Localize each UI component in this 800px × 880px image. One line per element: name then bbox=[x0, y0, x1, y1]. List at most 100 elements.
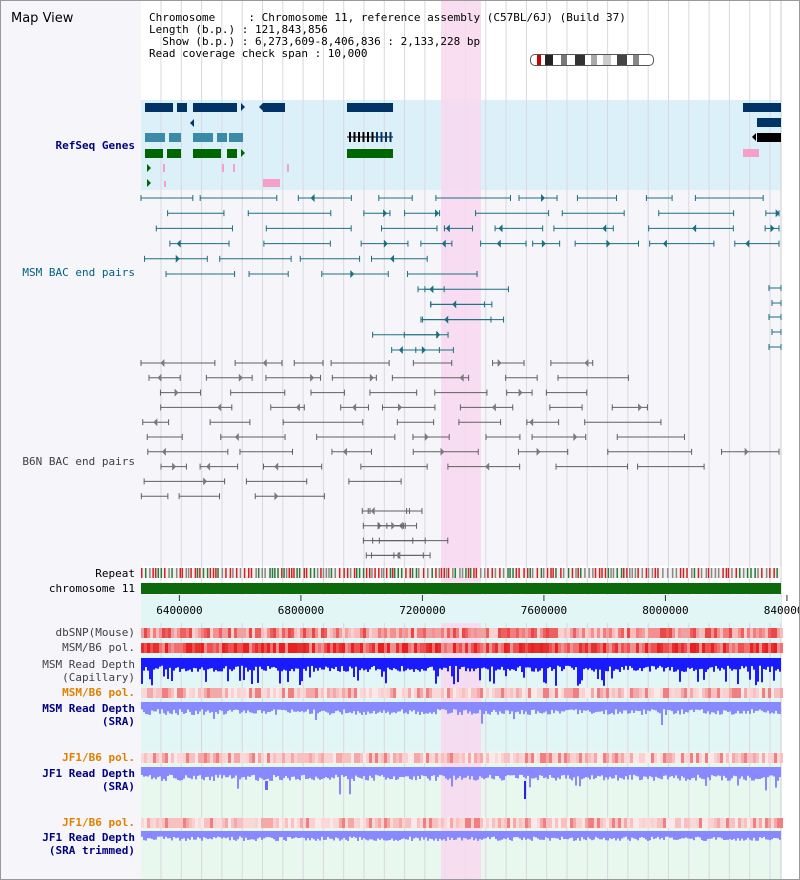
jf1-b6-pol-2-heat bbox=[534, 818, 537, 828]
dbsnp-heat bbox=[540, 628, 543, 638]
msm-read-depth-cap-bar bbox=[297, 658, 299, 669]
repeat-element bbox=[738, 568, 741, 578]
msm-read-depth-cap-bar bbox=[747, 658, 749, 672]
repeat-element bbox=[484, 568, 486, 578]
msm-read-depth-cap-bar bbox=[243, 658, 245, 681]
dbsnp-heat bbox=[657, 628, 660, 638]
jf1-read-depth-sra-bar bbox=[195, 767, 197, 780]
jf1-b6-pol-2-heat bbox=[513, 818, 516, 828]
msm-b6-pol-heat bbox=[609, 643, 612, 653]
jf1-read-depth-sra-bar bbox=[163, 767, 165, 779]
msm-read-depth-cap-bar bbox=[599, 658, 601, 670]
msm-read-depth-cap-bar bbox=[585, 658, 587, 669]
jf1-b6-pol-heat bbox=[246, 753, 249, 763]
msm-read-depth-sra-bar bbox=[529, 702, 531, 715]
dbsnp-heat bbox=[285, 628, 288, 638]
jf1-read-depth-trim-bar bbox=[225, 831, 227, 839]
show-range-info: Show (b.p.) : 6,273,609-8,406,836 : 2,13… bbox=[149, 35, 481, 48]
msm-b6-pol-sra-heat bbox=[690, 688, 693, 698]
jf1-read-depth-trim-bar bbox=[745, 831, 747, 840]
msm-b6-pol-sra-heat bbox=[750, 688, 753, 698]
msm-read-depth-cap-bar bbox=[483, 658, 485, 668]
msm-read-depth-cap-bar bbox=[613, 658, 615, 671]
jf1-b6-pol-2-heat bbox=[660, 818, 663, 828]
strand-arrow-icon bbox=[160, 359, 165, 367]
msm-b6-pol-heat bbox=[435, 643, 438, 653]
repeat-element bbox=[454, 568, 457, 578]
jf1-read-depth-sra-bar bbox=[185, 767, 187, 776]
msm-read-depth-cap-bar bbox=[697, 658, 699, 682]
msm-b6-pol-sra-heat bbox=[249, 688, 252, 698]
jf1-read-depth-sra-bar bbox=[175, 767, 177, 779]
gene-feature bbox=[371, 132, 374, 142]
repeat-element bbox=[217, 568, 219, 578]
jf1-read-depth-sra-bar bbox=[773, 767, 775, 777]
jf1-read-depth-trim-bar bbox=[505, 831, 507, 840]
msm-read-depth-cap-bar bbox=[409, 658, 411, 670]
jf1-b6-pol-2-heat bbox=[450, 818, 453, 828]
jf1-read-depth-sra-label: JF1 Read Depth bbox=[42, 767, 135, 780]
repeat-element bbox=[575, 568, 577, 578]
dbsnp-heat bbox=[282, 628, 285, 638]
msm-read-depth-sra-bar bbox=[439, 702, 441, 711]
jf1-read-depth-trim-bar bbox=[567, 831, 569, 840]
msm-read-depth-cap-bar bbox=[579, 658, 581, 684]
jf1-read-depth-sra-bar bbox=[415, 767, 417, 781]
jf1-b6-pol-heat bbox=[621, 753, 624, 763]
jf1-read-depth-sra-bar bbox=[317, 767, 319, 779]
msm-read-depth-sra-bar bbox=[775, 702, 777, 711]
msm-b6-pol-heat bbox=[531, 643, 534, 653]
msm-read-depth-cap-bar bbox=[625, 658, 627, 666]
repeat-element bbox=[773, 568, 775, 578]
chromosome-ideogram[interactable] bbox=[530, 54, 654, 66]
strand-arrow-icon bbox=[274, 462, 279, 471]
msm-read-depth-sra-bar bbox=[361, 702, 363, 715]
jf1-read-depth-trim-bar bbox=[585, 831, 587, 841]
msm-read-depth-sra-bar bbox=[273, 702, 275, 710]
jf1-b6-pol-2-heat bbox=[483, 818, 486, 828]
repeat-element bbox=[494, 568, 497, 578]
jf1-b6-pol-2-heat bbox=[273, 818, 276, 828]
jf1-read-depth-trim-bar bbox=[257, 831, 259, 839]
dbsnp-heat bbox=[156, 628, 159, 638]
jf1-b6-pol-heat bbox=[738, 753, 741, 763]
jf1-read-depth-sra-bar bbox=[333, 767, 335, 779]
msm-read-depth-cap-bar bbox=[279, 658, 281, 684]
msm-read-depth-sra-bar bbox=[159, 702, 161, 714]
msm-read-depth-cap-bar bbox=[441, 658, 443, 670]
jf1-b6-pol-2-heat bbox=[381, 818, 384, 828]
jf1-b6-pol-2-heat bbox=[354, 818, 357, 828]
msm-b6-pol-sra-heat bbox=[294, 688, 297, 698]
msm-read-depth-sra-bar bbox=[495, 702, 497, 712]
jf1-read-depth-trim-bar bbox=[155, 831, 157, 840]
msm-b6-pol-sra-heat bbox=[720, 688, 723, 698]
jf1-read-depth-trim-bar bbox=[431, 831, 433, 840]
jf1-b6-pol-heat bbox=[432, 753, 435, 763]
msm-b6-pol-heat bbox=[585, 643, 588, 653]
msm-read-depth-cap-bar bbox=[473, 658, 475, 672]
jf1-b6-pol-2-heat bbox=[264, 818, 267, 828]
jf1-b6-pol-2-heat bbox=[363, 818, 366, 828]
jf1-read-depth-sra-bar bbox=[147, 767, 149, 777]
dbsnp-heat bbox=[405, 628, 408, 638]
jf1-b6-pol-2-heat bbox=[768, 818, 771, 828]
dbsnp-heat bbox=[333, 628, 336, 638]
jf1-b6-pol-heat bbox=[540, 753, 543, 763]
jf1-read-depth-trim-bar bbox=[697, 831, 699, 837]
jf1-b6-pol-heat bbox=[198, 753, 201, 763]
repeat-element bbox=[322, 568, 325, 578]
jf1-read-depth-trim-bar bbox=[737, 831, 739, 839]
jf1-b6-pol-2-heat bbox=[735, 818, 738, 828]
jf1-b6-pol-heat bbox=[702, 753, 705, 763]
msm-read-depth-cap-bar bbox=[201, 658, 203, 668]
msm-read-depth-sra-bar bbox=[243, 702, 245, 711]
jf1-read-depth-sra-bar bbox=[599, 767, 601, 777]
dbsnp-heat bbox=[768, 628, 771, 638]
jf1-b6-pol-2-heat bbox=[597, 818, 600, 828]
jf1-read-depth-trim-bar bbox=[607, 831, 609, 841]
msm-read-depth-cap-bar bbox=[741, 658, 743, 667]
jf1-read-depth-trim-bar bbox=[711, 831, 713, 839]
dbsnp-heat bbox=[579, 628, 582, 638]
